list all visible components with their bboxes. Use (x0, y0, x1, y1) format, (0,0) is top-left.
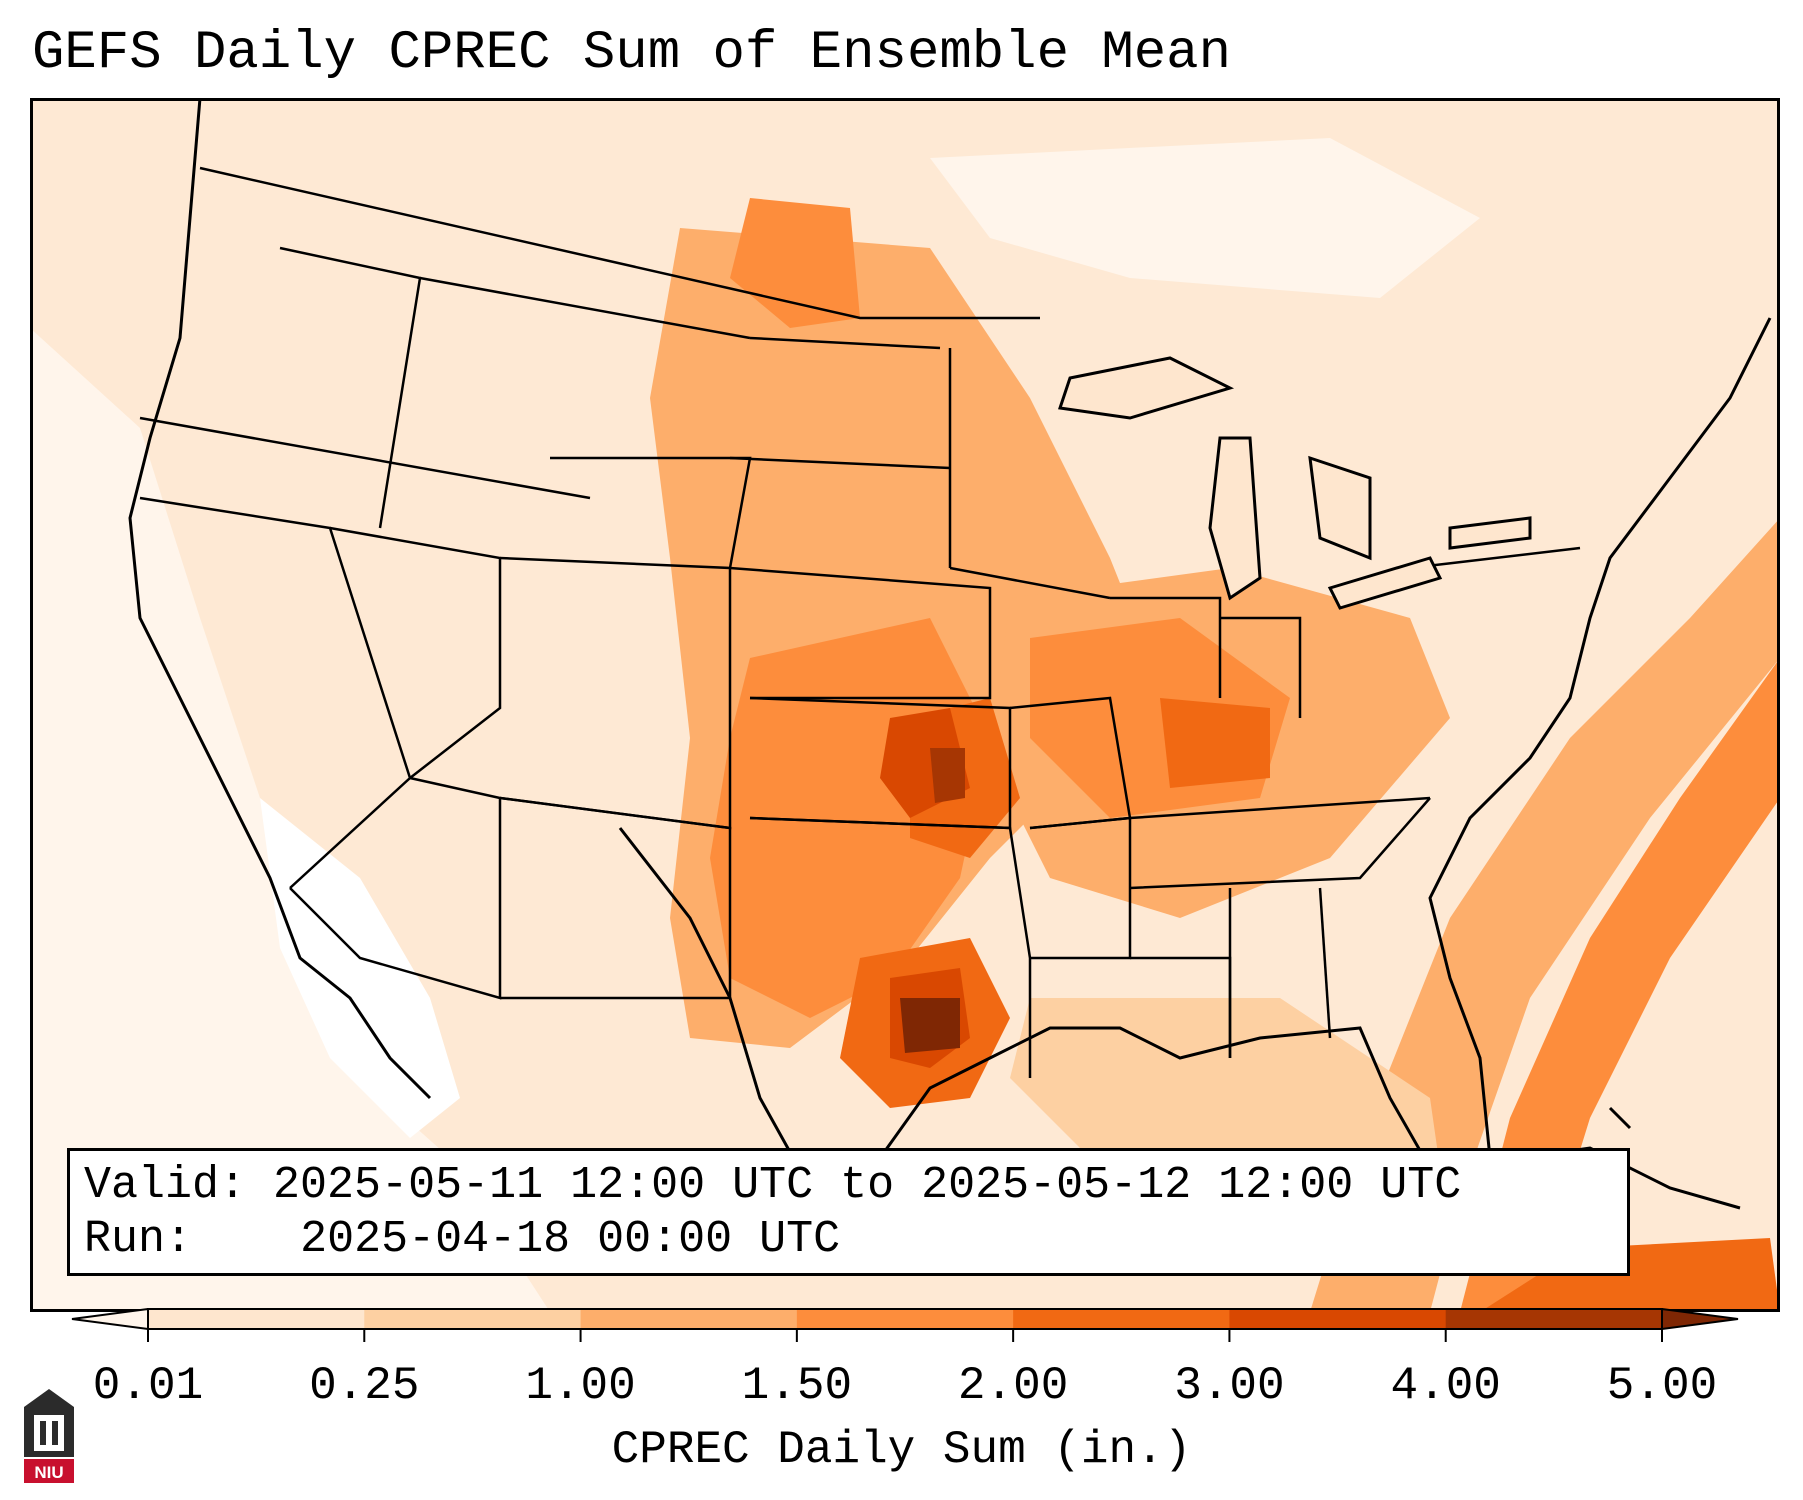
colorbar-tick-label: 1.00 (525, 1360, 636, 1412)
border-nd-sd (749, 336, 941, 350)
colorbar-ticks (147, 1329, 1663, 1342)
colorbar-segment (364, 1309, 582, 1329)
caribbean-heavy-region (1480, 1238, 1780, 1312)
colorbar-segment (1229, 1309, 1447, 1329)
colorbar-segment (1013, 1309, 1230, 1329)
colorbar (71, 1308, 1739, 1342)
colorbar-tick-label: 5.00 (1606, 1360, 1718, 1412)
border-mt (419, 276, 751, 340)
border-tn-south (1129, 797, 1431, 890)
colorbar-tick-label: 2.00 (957, 1360, 1069, 1412)
valid-label: Valid: (84, 1160, 247, 1211)
colorbar-segment (1445, 1309, 1663, 1329)
border-tn-north (1129, 796, 1431, 820)
kentucky-heavier-region (1160, 698, 1270, 788)
colorbar-segment (580, 1309, 798, 1329)
border-ga (1318, 887, 1332, 1039)
valid-run-info-box: Valid: 2025-05-11 12:00 UTC to 2025-05-1… (67, 1148, 1630, 1276)
border-wy (550, 456, 752, 569)
colorbar-tick-label: 4.00 (1390, 1360, 1501, 1412)
border-or-ca-nv (139, 416, 591, 500)
bahamas-outline (1608, 1106, 1632, 1130)
lake-superior (1058, 356, 1235, 420)
logo-window (34, 1415, 64, 1451)
map-svg (30, 98, 1780, 1312)
colorbar-title: CPREC Daily Sum (in.) (611, 1424, 1192, 1476)
colorbar-tick-label: 0.25 (309, 1360, 420, 1412)
lake-michigan (1208, 436, 1262, 601)
state-borders (139, 166, 1581, 1078)
border-nm (499, 796, 732, 1000)
logo-band (24, 1459, 74, 1483)
baja-light-region (260, 798, 460, 1138)
run-line: Run: 2025-04-18 00:00 UTC (84, 1213, 1613, 1267)
lake-erie (1327, 556, 1443, 610)
colorbar-segment (796, 1309, 1014, 1329)
valid-value: 2025-05-11 12:00 UTC to 2025-05-12 12:00… (273, 1160, 1462, 1211)
border-il-in (1110, 596, 1222, 698)
colorbar-tick-label: 1.50 (741, 1360, 853, 1412)
colorbar-min-extend (71, 1308, 149, 1331)
logo-pillar-right (52, 1421, 58, 1445)
colorbar-segment (148, 1309, 365, 1329)
kansas-peak (930, 748, 965, 803)
border-ok-tx (749, 816, 1032, 1078)
colorbar-tick-label: 3.00 (1174, 1360, 1285, 1412)
border-ca-nv (139, 496, 412, 889)
border-ne-ks (729, 566, 992, 700)
run-value: 2025-04-18 00:00 UTC (300, 1214, 841, 1265)
lake-huron (1308, 455, 1372, 561)
border-in-oh (1220, 616, 1302, 718)
run-label: Run: (84, 1214, 193, 1265)
border-pa-ny (1409, 546, 1581, 570)
chart-title: GEFS Daily CPREC Sum of Ensemble Mean (32, 23, 1231, 84)
border-ia-mo (949, 566, 1111, 600)
valid-line: Valid: 2025-05-11 12:00 UTC to 2025-05-1… (84, 1159, 1613, 1213)
border-sd-ne (729, 456, 951, 470)
great-lakes (1058, 356, 1532, 610)
colorbar-tick-label: 0.01 (92, 1360, 204, 1412)
pacific-light-region (30, 328, 550, 1312)
canada-light-region (930, 138, 1480, 298)
us-canada-border (199, 166, 1040, 320)
texas-peak (900, 998, 960, 1053)
west-coastline (128, 98, 432, 1100)
border-nv-ut (329, 526, 502, 779)
logo-text: NIU (34, 1463, 63, 1482)
colorbar-outline (147, 1308, 1663, 1330)
logo-pillar-left (40, 1421, 46, 1445)
niu-logo: NIU (24, 1389, 74, 1483)
lake-ontario (1448, 516, 1532, 550)
precipitation-map (30, 98, 1780, 1312)
colorbar-segments (148, 1309, 1663, 1329)
colorbar-max-extend (1661, 1308, 1739, 1331)
